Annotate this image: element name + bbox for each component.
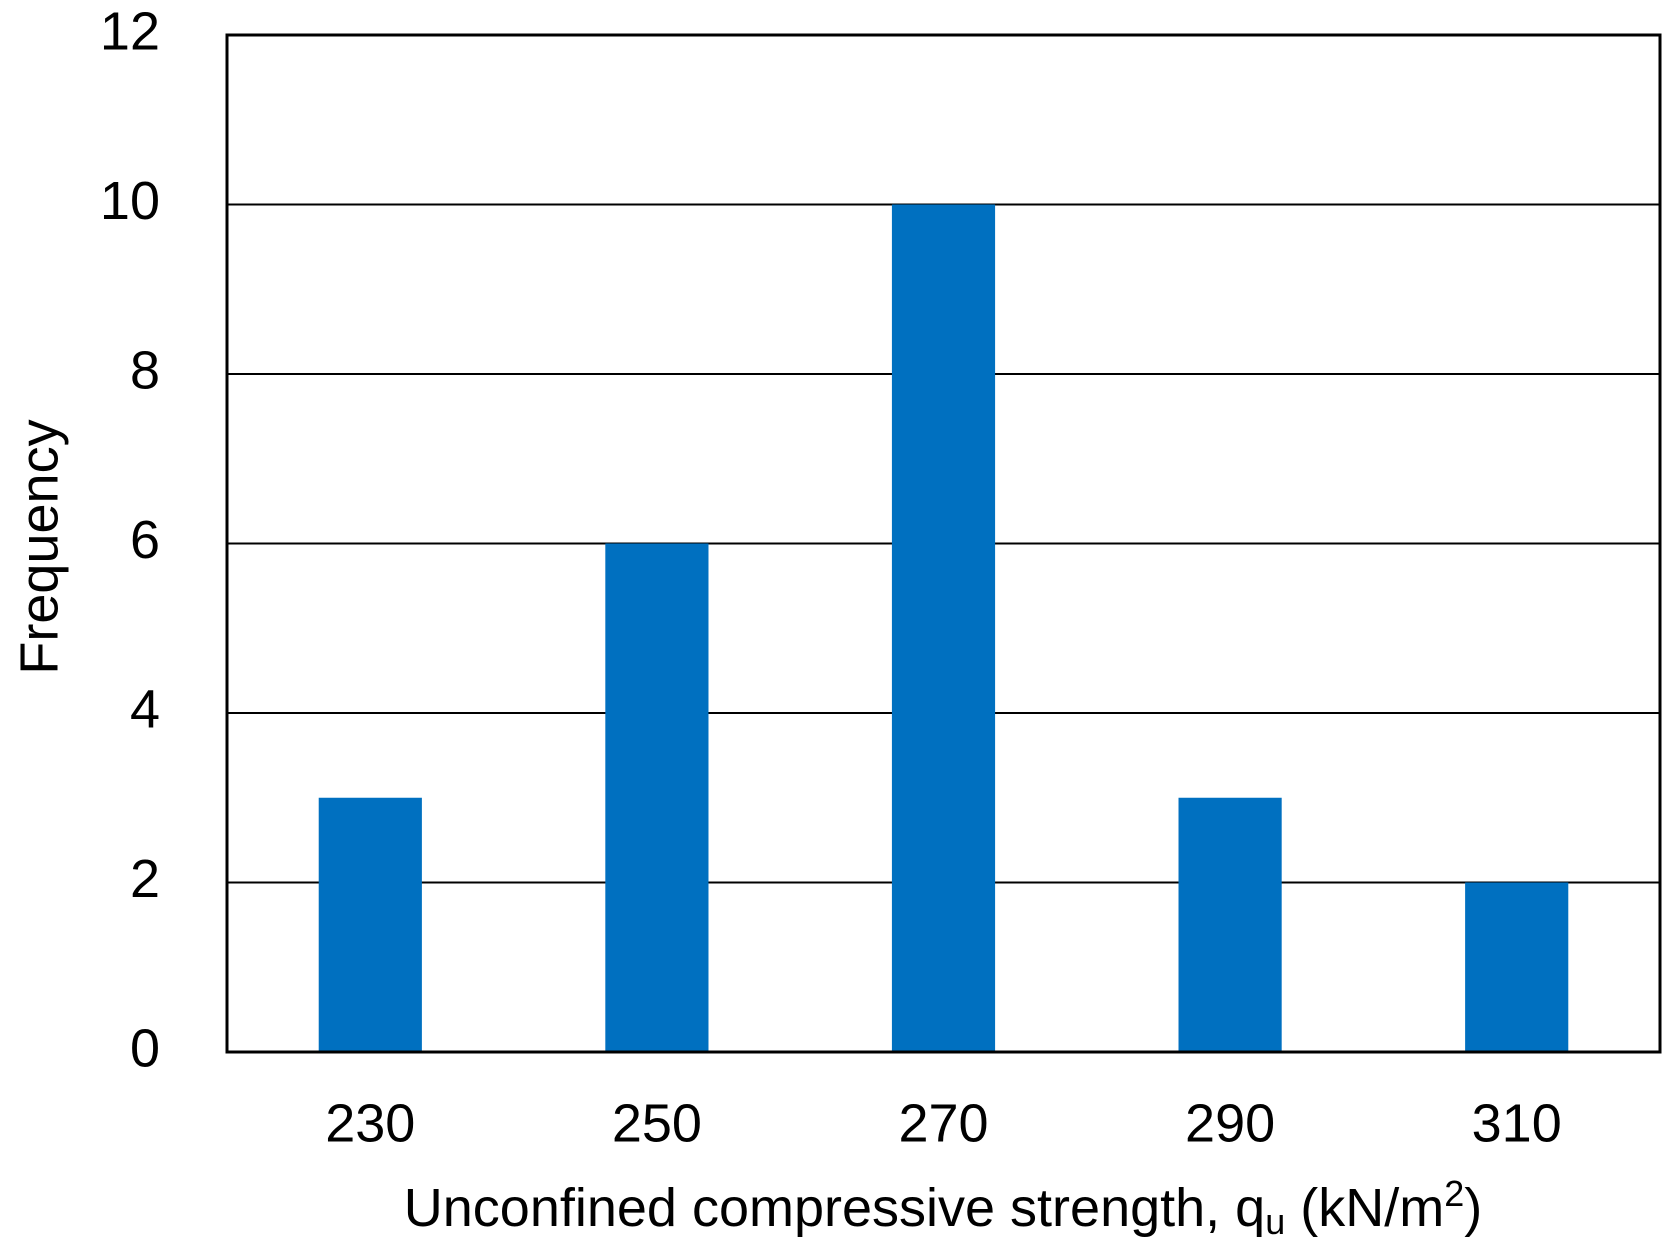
- y-tick-label: 8: [130, 340, 160, 400]
- bar: [605, 543, 709, 1052]
- y-tick-label: 12: [100, 1, 160, 61]
- x-axis-label: Unconfined compressive strength, qu (kN/…: [404, 1173, 1482, 1242]
- bar: [318, 797, 422, 1052]
- bar: [1178, 797, 1282, 1052]
- plot-frame: [225, 33, 1662, 1054]
- y-tick-label: 10: [100, 171, 160, 231]
- bar: [891, 204, 996, 1052]
- bar: [1465, 882, 1569, 1052]
- x-tick-label: 270: [898, 1093, 988, 1153]
- x-axis-label-subscript: u: [1265, 1201, 1285, 1242]
- x-tick-label: 310: [1472, 1093, 1562, 1153]
- y-tick-label: 2: [130, 849, 160, 909]
- y-tick-label: 6: [130, 510, 160, 570]
- x-axis-label-part: (kN/m: [1285, 1178, 1444, 1238]
- x-tick-label: 230: [325, 1093, 415, 1153]
- x-tick-label: 290: [1185, 1093, 1275, 1153]
- y-tick-label: 4: [130, 679, 160, 739]
- x-axis-label-part: Unconfined compressive strength, q: [404, 1178, 1265, 1238]
- x-axis-label-superscript: 2: [1444, 1173, 1464, 1214]
- y-tick-label: 0: [130, 1018, 160, 1078]
- x-axis-label-part: ): [1464, 1178, 1482, 1238]
- y-axis-label: Frequency: [9, 419, 69, 674]
- x-tick-label: 250: [612, 1093, 702, 1153]
